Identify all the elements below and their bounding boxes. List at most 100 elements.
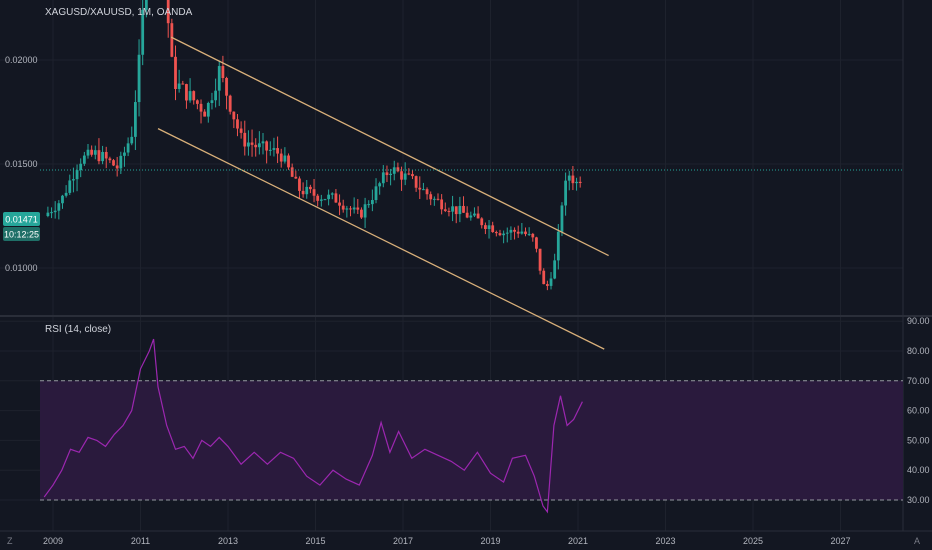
candle-up: [502, 233, 506, 236]
candle-down: [400, 171, 403, 180]
rsi-line: [43, 338, 583, 514]
candle-up: [82, 155, 86, 164]
candle-down: [578, 181, 582, 184]
candle-up: [403, 173, 407, 180]
candle-down: [308, 186, 312, 190]
candle-down: [115, 165, 119, 169]
candle-down: [545, 284, 549, 286]
candle-down: [104, 151, 108, 159]
candle-up: [137, 54, 141, 103]
candle-down: [440, 199, 444, 210]
price-tick-label: 0.01000: [5, 263, 38, 273]
candle-down: [414, 176, 418, 188]
candle-down: [516, 231, 520, 234]
symbol-title: XAGUSD/XAUUSD, 1M, OANDA: [45, 7, 193, 18]
candle-up: [283, 155, 287, 162]
candle-down: [447, 210, 451, 212]
candle-up: [469, 215, 473, 218]
candle-up: [86, 149, 90, 156]
rsi-band-fill: [40, 380, 903, 500]
candle-down: [170, 23, 174, 57]
candle-up: [451, 206, 454, 212]
channel-line-lower: [157, 128, 605, 350]
candle-up: [374, 186, 378, 201]
candle-up: [268, 149, 272, 151]
candle-up: [575, 181, 578, 184]
time-tick-label: 2009: [43, 536, 63, 546]
candle-down: [491, 225, 495, 233]
candle-down: [192, 91, 196, 101]
candle-down: [301, 190, 305, 195]
candle-down: [571, 175, 575, 184]
time-tick-label: 2017: [393, 536, 413, 546]
candle-up: [505, 232, 509, 234]
time-tick-label: 2025: [743, 536, 763, 546]
candle-up: [210, 100, 214, 103]
candle-up: [126, 143, 130, 153]
candle-up: [177, 83, 181, 89]
candle-down: [334, 193, 338, 203]
candle-up: [214, 90, 218, 101]
candle-up: [473, 213, 476, 216]
candle-down: [243, 132, 247, 147]
candle-down: [232, 111, 236, 120]
candle-down: [513, 229, 516, 232]
rsi-tick-label: 70.00: [907, 376, 930, 386]
candle-up: [50, 212, 53, 214]
candle-up: [79, 163, 83, 171]
candle-down: [454, 206, 458, 215]
candle-down: [181, 83, 185, 85]
candle-down: [535, 237, 538, 249]
candle-down: [298, 178, 301, 191]
candle-down: [290, 167, 294, 177]
trend-channel[interactable]: [157, 36, 609, 350]
rsi-line-path: [43, 338, 583, 514]
candle-up: [272, 148, 276, 150]
time-tick-label: 2021: [568, 536, 588, 546]
candlestick-series: [46, 0, 582, 291]
candle-down: [250, 142, 254, 145]
candle-up: [57, 203, 61, 211]
candle-up: [101, 151, 104, 162]
candle-down: [476, 213, 480, 219]
candle-up: [261, 141, 265, 144]
candle-up: [123, 152, 126, 156]
candle-up: [61, 195, 64, 204]
candle-down: [385, 172, 389, 176]
candle-up: [370, 200, 374, 205]
candle-down: [356, 207, 360, 210]
countdown-value: 10:12:25: [4, 230, 39, 240]
time-tick-label: 2011: [131, 536, 150, 546]
rsi-tick-label: 90.00: [907, 316, 930, 326]
candle-down: [411, 174, 414, 177]
candle-down: [341, 205, 345, 210]
timezone-button-icon[interactable]: Z: [7, 536, 13, 546]
rsi-axis[interactable]: 30.00 40.00 50.00 60.00 70.00 80.00 90.00: [907, 316, 930, 505]
candle-up: [68, 180, 72, 193]
candle-up: [327, 194, 331, 200]
price-badge: 0.01471 10:12:25: [3, 212, 40, 241]
candle-up: [93, 150, 97, 155]
price-axis[interactable]: 0.010000.015000.020000.025000.030000.035…: [5, 0, 38, 273]
channel-line-upper: [170, 36, 609, 257]
candle-down: [542, 270, 546, 285]
candle-down: [360, 209, 363, 218]
rsi-tick-label: 60.00: [907, 406, 930, 416]
candle-up: [133, 102, 137, 137]
time-axis[interactable]: 2009 2011 2013 2015 2017 2019 2021 2023 2025 2027: [43, 536, 851, 546]
candle-up: [75, 170, 79, 180]
candle-up: [381, 172, 385, 184]
candle-down: [97, 150, 101, 162]
candle-up: [305, 186, 309, 195]
candle-down: [276, 148, 279, 154]
candle-up: [567, 175, 571, 181]
candle-down: [225, 77, 228, 96]
candle-up: [553, 260, 557, 279]
candle-down: [195, 100, 199, 104]
candle-down: [228, 95, 232, 112]
candle-down: [407, 173, 411, 175]
autoscale-button-icon[interactable]: A: [914, 536, 920, 546]
candle-up: [64, 192, 68, 196]
candle-down: [108, 158, 112, 161]
